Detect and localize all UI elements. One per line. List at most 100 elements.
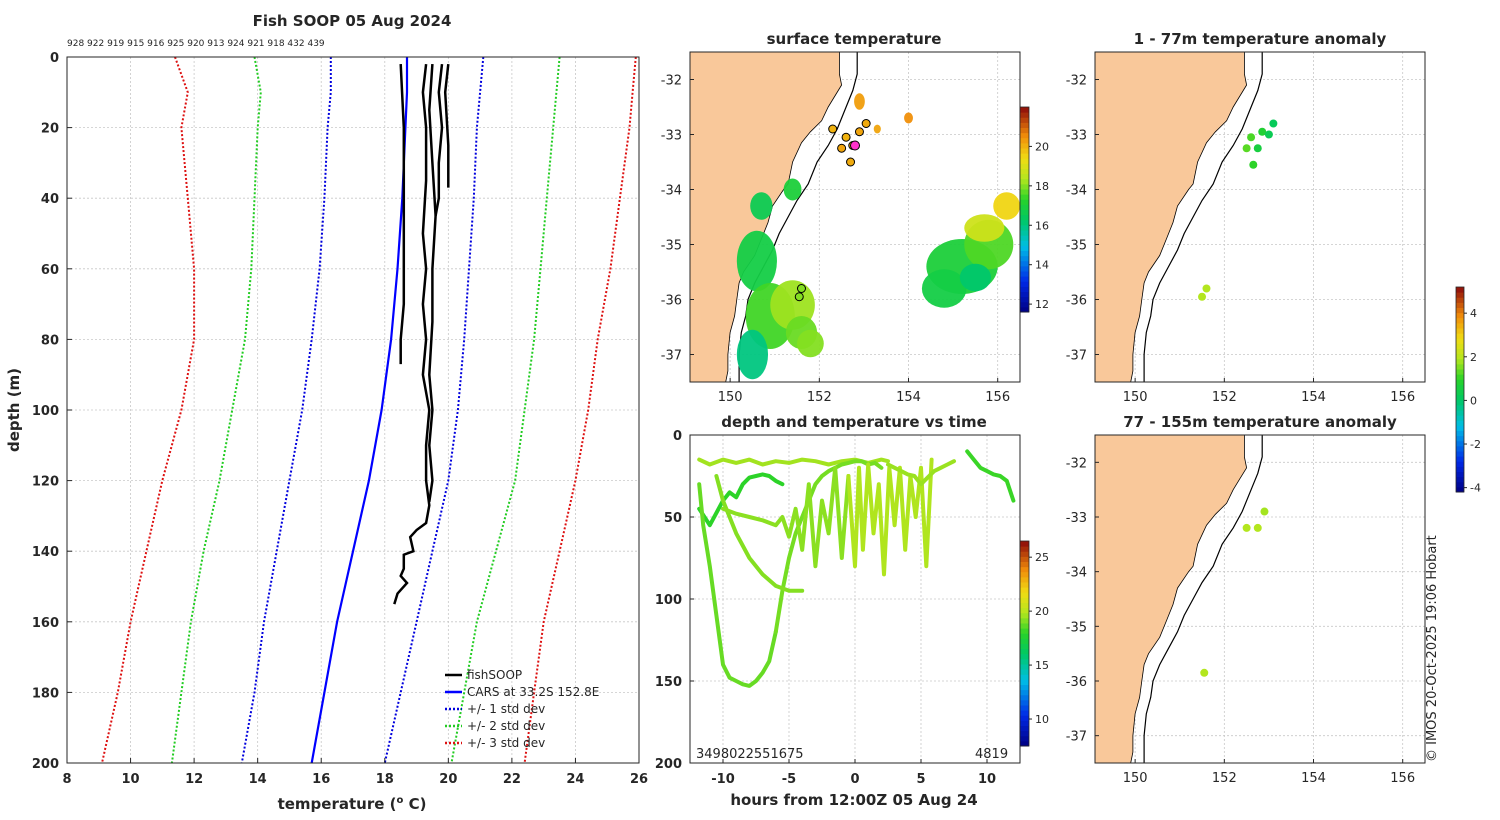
sst-colorbar-tick-label: 14 bbox=[1035, 259, 1049, 272]
anomaly-colorbar-cell bbox=[1456, 445, 1464, 452]
sst-colorbar-cell bbox=[1020, 265, 1029, 272]
sst-x-tick-label: 154 bbox=[896, 390, 921, 405]
sst-station-marker bbox=[837, 143, 847, 153]
profile-y-tick-label: 40 bbox=[41, 192, 59, 207]
sst-colorbar-cell bbox=[1020, 219, 1029, 226]
anomaly-deep-body bbox=[1094, 434, 1425, 764]
anomaly-deep-frame bbox=[1094, 434, 1426, 764]
sst-y-tick-label: -34 bbox=[661, 184, 682, 199]
anomaly-shallow-land bbox=[1094, 51, 1248, 383]
sst-station-marker bbox=[841, 132, 851, 142]
profile-y-label: depth (m) bbox=[5, 368, 23, 452]
anomaly-deep-y-tick-label: -32 bbox=[1066, 456, 1087, 471]
time-series-bottom-ids-right: 4819 bbox=[975, 747, 1008, 762]
time-series-x-label: hours from 12:00Z 05 Aug 24 bbox=[730, 791, 977, 809]
anomaly-colorbar-cell bbox=[1456, 389, 1464, 396]
sst-colorbar-cell bbox=[1020, 199, 1029, 205]
legend-std1: +/- 1 std dev bbox=[467, 702, 545, 716]
anomaly-shallow-panel: 1 - 77m temperature anomaly 150 152 154 156… bbox=[1066, 30, 1426, 405]
profile-std-lines bbox=[101, 56, 637, 764]
anomaly-colorbar-cell bbox=[1456, 292, 1464, 298]
sst-colorbar-cell bbox=[1020, 194, 1029, 200]
profile-x-tick-label: 24 bbox=[566, 772, 584, 787]
sst-colorbar-frame bbox=[1019, 106, 1030, 313]
sst-colorbar-cell bbox=[1020, 183, 1029, 190]
profile-x-ticks: 8 10 12 14 16 18 20 22 24 26 bbox=[62, 758, 648, 787]
profile-x-tick-label: 14 bbox=[249, 772, 267, 787]
anomaly-deep-x-tick-label: 152 bbox=[1212, 771, 1237, 786]
profile-y-tick-label: 120 bbox=[32, 475, 59, 490]
profile-x-label: temperature (o C) bbox=[278, 795, 427, 813]
time-series-colorbar-cell bbox=[1020, 541, 1029, 547]
sst-colorbar-cell bbox=[1020, 306, 1029, 313]
profile-y-tick-label: 180 bbox=[32, 686, 59, 701]
time-series-x-tick-label: -5 bbox=[782, 772, 796, 787]
time-series-x-tick-label: 5 bbox=[916, 772, 925, 787]
time-series-colorbar-tick-label: 25 bbox=[1035, 551, 1049, 564]
time-series-track bbox=[846, 457, 934, 577]
anomaly-colorbar-cell bbox=[1456, 415, 1464, 421]
time-series-colorbar-cell bbox=[1020, 648, 1029, 655]
profile-y-tick-label: 160 bbox=[32, 616, 59, 631]
fishsoop-profile-line bbox=[434, 63, 444, 217]
sst-colorbar-cell bbox=[1020, 127, 1029, 134]
time-series-colorbar-cell bbox=[1020, 561, 1029, 568]
time-series-colorbar-cell bbox=[1020, 715, 1029, 721]
anomaly-shallow-point bbox=[1264, 130, 1273, 139]
sst-colorbar-cell bbox=[1020, 276, 1029, 282]
sst-map-panel: surface temperature 150 152 154 156 -32 -33 -3… bbox=[661, 30, 1049, 405]
anomaly-deep-y-tick-label: -34 bbox=[1066, 566, 1087, 581]
anomaly-deep-y-tick-label: -37 bbox=[1066, 730, 1087, 745]
sst-station-marker bbox=[846, 157, 856, 167]
anomaly-colorbar-cell bbox=[1456, 404, 1464, 411]
time-series-colorbar-cell bbox=[1020, 643, 1029, 650]
time-series-colorbar-cell bbox=[1020, 551, 1029, 557]
time-series-colorbar-cell bbox=[1020, 607, 1029, 614]
anomaly-deep-y-tick-label: -33 bbox=[1066, 511, 1087, 526]
anomaly-deep-y-tick-label: -35 bbox=[1066, 620, 1087, 635]
sst-colorbar-cell bbox=[1020, 235, 1029, 241]
time-series-y-tick-label: 100 bbox=[655, 593, 682, 608]
std3-high-line bbox=[523, 56, 637, 764]
time-series-title: depth and temperature vs time bbox=[721, 413, 987, 431]
time-series-tracks bbox=[697, 449, 1016, 688]
sst-colorbar-cell bbox=[1020, 178, 1029, 185]
anomaly-colorbar-cell bbox=[1456, 297, 1464, 303]
time-series-colorbar-cell bbox=[1020, 546, 1029, 552]
sst-x-tick-label: 152 bbox=[807, 390, 832, 405]
sst-field-patch bbox=[904, 112, 913, 124]
time-series-colorbar-cell bbox=[1020, 674, 1029, 680]
profile-x-tick-label: 12 bbox=[185, 772, 203, 787]
sst-colorbar-cell bbox=[1020, 286, 1029, 292]
anomaly-deep-ticks: 150 152 154 156 -32 -33 -34 -35 -36 -37 bbox=[1066, 456, 1415, 786]
sst-colorbar-cell bbox=[1020, 107, 1029, 113]
time-series-colorbar-tick-label: 15 bbox=[1035, 659, 1049, 672]
time-series-colorbar-cell bbox=[1020, 705, 1029, 711]
time-series-colorbar: 10 15 20 25 bbox=[1019, 540, 1049, 747]
profile-title: Fish SOOP 05 Aug 2024 bbox=[253, 12, 452, 30]
sst-colorbar-cell bbox=[1020, 204, 1029, 210]
profile-x-tick-label: 16 bbox=[312, 772, 330, 787]
anomaly-deep-panel: 77 - 155m temperature anomaly 150 152 154 1… bbox=[1066, 413, 1426, 786]
sst-colorbar-cell bbox=[1020, 291, 1029, 298]
sst-field-patch bbox=[993, 192, 1021, 220]
anomaly-shallow-body bbox=[1094, 51, 1425, 383]
profile-x-tick-label: 8 bbox=[62, 772, 71, 787]
sst-station-marker bbox=[861, 119, 871, 128]
sst-colorbar-cell bbox=[1020, 189, 1029, 195]
anomaly-colorbar-cell bbox=[1456, 333, 1464, 339]
profile-y-tick-label: 140 bbox=[32, 545, 59, 560]
anomaly-shallow-x-tick-label: 152 bbox=[1212, 390, 1237, 405]
anomaly-deep-x-tick-label: 154 bbox=[1301, 771, 1326, 786]
anomaly-colorbar-frame bbox=[1455, 286, 1465, 493]
time-series-colorbar-cell bbox=[1020, 628, 1029, 634]
time-series-colorbar-cell bbox=[1020, 735, 1029, 742]
sst-x-tick-label: 156 bbox=[985, 390, 1010, 405]
profile-x-tick-label: 26 bbox=[630, 772, 648, 787]
anomaly-colorbar-tick-label: 4 bbox=[1470, 307, 1477, 320]
sst-colorbar-cell bbox=[1020, 301, 1029, 308]
anomaly-shallow-point bbox=[1249, 160, 1258, 169]
anomaly-colorbar-tick-label: 0 bbox=[1470, 394, 1477, 407]
time-series-colorbar-cell bbox=[1020, 725, 1029, 732]
